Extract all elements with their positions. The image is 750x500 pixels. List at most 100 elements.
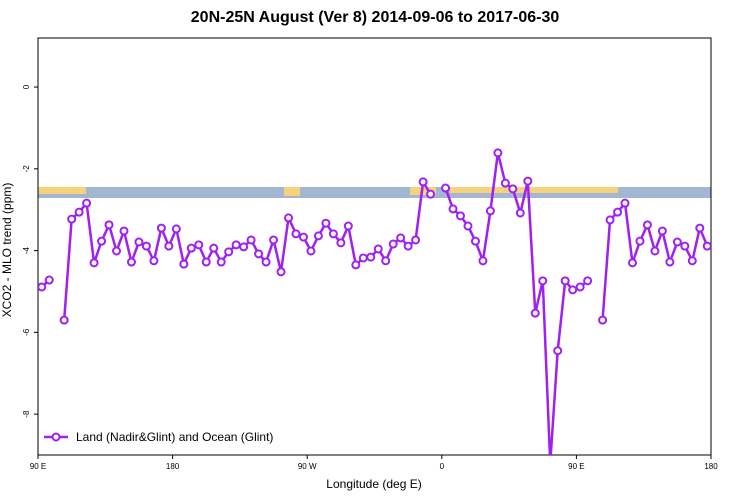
data-point (396, 233, 406, 243)
data-point (478, 256, 488, 266)
data-point (321, 218, 331, 228)
plot-area (38, 148, 711, 467)
series-line (40, 152, 709, 455)
data-point (665, 257, 675, 267)
data-point (553, 346, 563, 356)
data-point (358, 253, 368, 263)
data-point (239, 242, 249, 252)
data-point (493, 148, 503, 158)
x-tick-label: 90 W (298, 462, 317, 471)
data-point (687, 256, 697, 266)
data-point (547, 460, 554, 467)
x-tick-label: 180 (704, 462, 718, 471)
legend-marker (51, 432, 61, 442)
data-point (38, 282, 47, 292)
data-point (388, 239, 398, 249)
data-point (44, 275, 54, 285)
data-point (538, 276, 548, 286)
data-point (530, 308, 540, 318)
y-tick-label: -8 (22, 410, 31, 418)
data-point (134, 237, 144, 247)
data-point (74, 207, 84, 217)
data-point (657, 226, 667, 236)
data-point (500, 178, 510, 188)
x-tick-label: 0 (440, 462, 445, 471)
data-point (67, 214, 77, 224)
data-point (508, 184, 518, 194)
data-point (441, 183, 451, 193)
data-point (298, 232, 308, 242)
x-axis-label: Longitude (deg E) (326, 477, 421, 491)
data-point (82, 198, 92, 208)
data-point (560, 276, 570, 286)
data-point (254, 249, 264, 259)
y-tick-label: -6 (22, 328, 31, 336)
data-point (171, 224, 181, 234)
data-point (89, 258, 99, 268)
data-point (141, 241, 151, 251)
data-point (343, 221, 353, 231)
data-point (605, 215, 615, 225)
data-point (381, 256, 391, 266)
data-point (284, 213, 294, 223)
data-point (336, 238, 346, 248)
data-point (568, 285, 578, 295)
data-point (418, 177, 428, 187)
data-point (119, 226, 129, 236)
data-point (373, 244, 383, 254)
data-point (620, 198, 630, 208)
data-point (613, 207, 623, 217)
data-point (672, 237, 682, 247)
data-point (313, 231, 323, 241)
y-tick-label: -4 (22, 246, 31, 254)
data-point (426, 189, 436, 199)
x-tick-label: 90 E (568, 462, 584, 471)
data-point (104, 220, 114, 230)
data-point (209, 243, 219, 253)
data-point (702, 241, 711, 251)
data-point (179, 259, 189, 269)
x-tick-label: 180 (166, 462, 180, 471)
data-point (126, 257, 136, 267)
data-point (216, 257, 226, 267)
y-axis-label: XCO2 - MLO trend (ppm) (0, 183, 14, 318)
y-tick-label: 0 (22, 84, 31, 89)
data-point (695, 223, 705, 233)
data-point (269, 235, 279, 245)
land-ocean-strip (38, 187, 711, 198)
data-point (201, 257, 211, 267)
data-point (164, 241, 174, 251)
data-point (224, 247, 234, 257)
data-point (642, 220, 652, 230)
data-point (455, 211, 465, 221)
data-point (149, 256, 159, 266)
data-point (583, 276, 593, 286)
data-point (261, 257, 271, 267)
data-point (306, 246, 316, 256)
data-point (598, 315, 608, 325)
data-point (403, 241, 413, 251)
data-point (291, 229, 301, 239)
legend-label: Land (Nadir&Glint) and Ocean (Glint) (76, 430, 273, 444)
data-point (186, 243, 196, 253)
x-tick-label: 90 E (30, 462, 46, 471)
data-point (194, 240, 204, 250)
y-tick-label: -2 (22, 165, 31, 173)
data-point (351, 260, 361, 270)
data-point (463, 221, 473, 231)
data-point (485, 206, 495, 216)
data-point (680, 241, 690, 251)
data-point (366, 252, 376, 262)
data-point (411, 235, 421, 245)
data-point (448, 204, 458, 214)
data-point (231, 240, 241, 250)
data-point (575, 282, 585, 292)
data-point (635, 236, 645, 246)
data-point (328, 229, 338, 239)
data-point (470, 236, 480, 246)
data-point (112, 246, 122, 256)
data-point (59, 315, 69, 325)
data-point (650, 246, 660, 256)
data-point (156, 223, 166, 233)
